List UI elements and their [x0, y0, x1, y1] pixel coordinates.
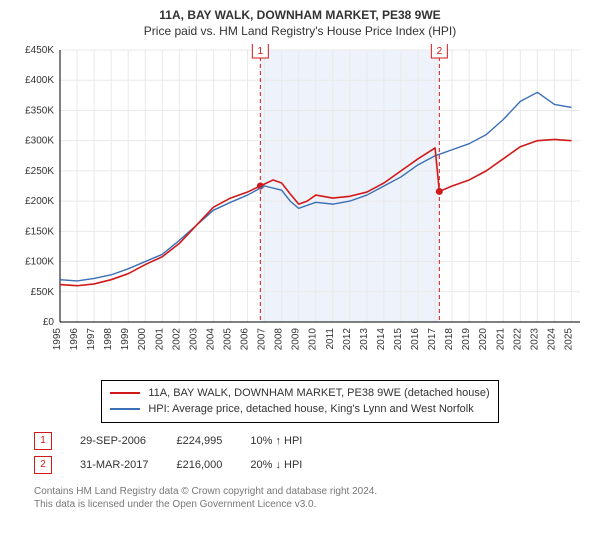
svg-text:2015: 2015: [393, 327, 404, 350]
svg-text:2012: 2012: [342, 327, 353, 350]
svg-text:£300K: £300K: [25, 135, 54, 146]
chart-plot: £0 £50K £100K £150K £200K £250K £300K £350K £400…: [14, 44, 586, 374]
svg-text:2013: 2013: [359, 327, 370, 350]
svg-text:2025: 2025: [563, 327, 574, 350]
svg-text:2023: 2023: [529, 327, 540, 350]
event-table: 1 29-SEP-2006 £224,995 10% ↑ HPI 2 31-MA…: [34, 429, 586, 477]
svg-text:2001: 2001: [154, 327, 165, 350]
svg-text:2007: 2007: [257, 327, 268, 350]
event-row: 1 29-SEP-2006 £224,995 10% ↑ HPI: [34, 429, 330, 453]
chart-svg: £0 £50K £100K £150K £200K £250K £300K £350K £400…: [14, 44, 586, 374]
svg-text:2024: 2024: [546, 327, 557, 350]
event-date: 31-MAR-2017: [80, 453, 176, 477]
footer: Contains HM Land Registry data © Crown c…: [34, 485, 586, 511]
legend-label: HPI: Average price, detached house, King…: [148, 401, 473, 418]
svg-text:2022: 2022: [512, 327, 523, 350]
event-marker-1: 1: [34, 432, 52, 450]
event-marker-2: 2: [34, 456, 52, 474]
svg-text:2011: 2011: [325, 327, 336, 349]
svg-text:2008: 2008: [274, 327, 285, 350]
svg-text:2020: 2020: [478, 327, 489, 350]
footer-line: Contains HM Land Registry data © Crown c…: [34, 485, 586, 498]
svg-text:2019: 2019: [461, 327, 472, 350]
svg-text:1996: 1996: [69, 327, 80, 350]
svg-text:2014: 2014: [376, 327, 387, 350]
legend-swatch-property: [110, 392, 140, 394]
svg-text:£100K: £100K: [25, 256, 54, 267]
svg-text:£0: £0: [43, 317, 55, 328]
svg-text:2021: 2021: [495, 327, 506, 350]
event-price: £224,995: [176, 429, 250, 453]
svg-text:1999: 1999: [120, 327, 131, 350]
svg-text:2005: 2005: [222, 327, 233, 350]
svg-text:2018: 2018: [444, 327, 455, 350]
svg-text:2017: 2017: [427, 327, 438, 350]
legend-row: HPI: Average price, detached house, King…: [110, 401, 489, 418]
event-date: 29-SEP-2006: [80, 429, 176, 453]
svg-text:£200K: £200K: [25, 196, 54, 207]
svg-text:2006: 2006: [240, 327, 251, 350]
svg-text:£400K: £400K: [25, 75, 54, 86]
svg-text:£450K: £450K: [25, 45, 54, 56]
event-delta: 10% ↑ HPI: [250, 429, 330, 453]
svg-text:2004: 2004: [205, 327, 216, 350]
legend: 11A, BAY WALK, DOWNHAM MARKET, PE38 9WE …: [101, 380, 498, 423]
chart-title: 11A, BAY WALK, DOWNHAM MARKET, PE38 9WE: [14, 8, 586, 24]
event-row: 2 31-MAR-2017 £216,000 20% ↓ HPI: [34, 453, 330, 477]
svg-text:2010: 2010: [308, 327, 319, 350]
svg-text:2000: 2000: [137, 327, 148, 350]
svg-text:1998: 1998: [103, 327, 114, 350]
chart-subtitle: Price paid vs. HM Land Registry's House …: [14, 24, 586, 38]
footer-line: This data is licensed under the Open Gov…: [34, 498, 586, 511]
svg-text:2009: 2009: [291, 327, 302, 350]
svg-text:2016: 2016: [410, 327, 421, 350]
svg-text:£150K: £150K: [25, 226, 54, 237]
event-delta: 20% ↓ HPI: [250, 453, 330, 477]
svg-text:£250K: £250K: [25, 165, 54, 176]
svg-text:£350K: £350K: [25, 105, 54, 116]
event-price: £216,000: [176, 453, 250, 477]
svg-text:1: 1: [258, 46, 264, 57]
legend-swatch-hpi: [110, 408, 140, 410]
svg-text:1995: 1995: [52, 327, 63, 350]
svg-text:2002: 2002: [171, 327, 182, 350]
legend-label: 11A, BAY WALK, DOWNHAM MARKET, PE38 9WE …: [148, 385, 489, 402]
svg-text:1997: 1997: [86, 327, 97, 350]
svg-text:2: 2: [437, 46, 443, 57]
chart-container: 11A, BAY WALK, DOWNHAM MARKET, PE38 9WE …: [0, 0, 600, 560]
svg-text:2003: 2003: [188, 327, 199, 350]
svg-text:£50K: £50K: [31, 286, 55, 297]
legend-row: 11A, BAY WALK, DOWNHAM MARKET, PE38 9WE …: [110, 385, 489, 402]
